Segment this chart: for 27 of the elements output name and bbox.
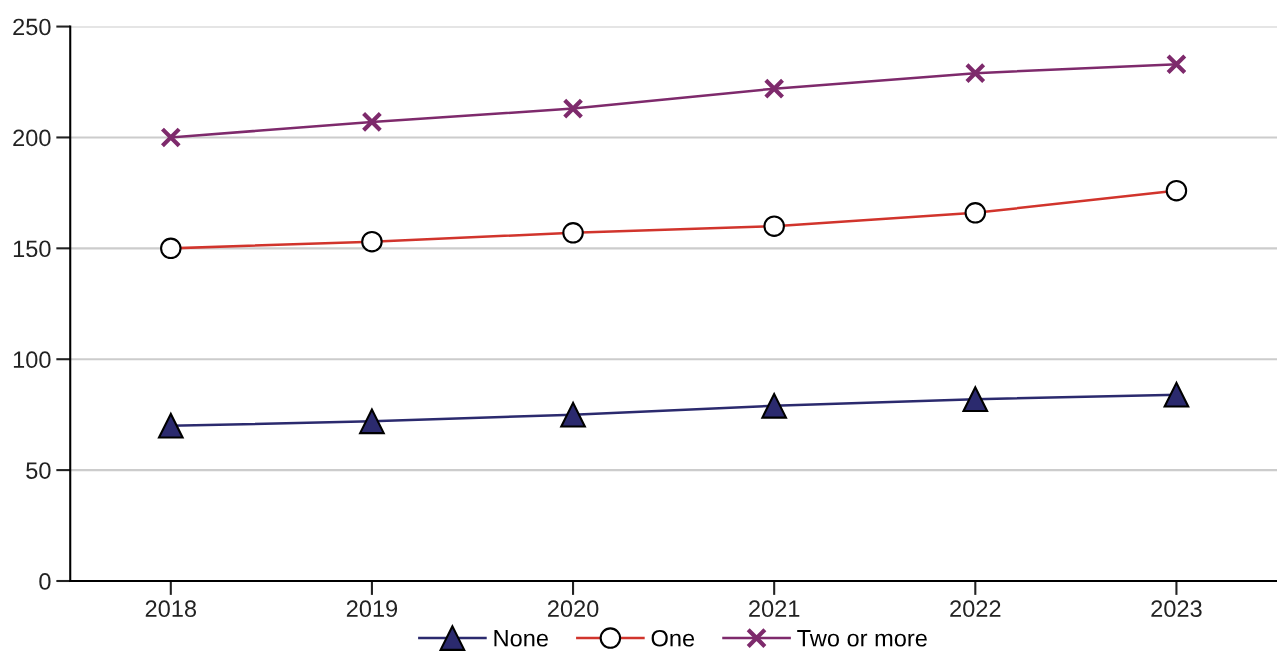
x-tick-label: 2019 — [346, 600, 398, 618]
point — [359, 408, 385, 435]
legend-label: None — [494, 630, 548, 647]
y-tick-label: 100 — [13, 351, 51, 369]
point — [964, 62, 986, 84]
x-tick-label: 2023 — [1151, 600, 1202, 618]
point — [763, 78, 785, 100]
x-tick-label: 2021 — [749, 600, 800, 618]
y-tick-label: 150 — [13, 240, 51, 258]
point — [1166, 53, 1187, 75]
point — [157, 412, 184, 439]
point — [761, 392, 788, 419]
y-tick-label: 0 — [39, 573, 51, 590]
y-tick-label: 50 — [26, 462, 51, 479]
x-tick-label: 2018 — [145, 600, 197, 618]
x-tick-label: 2020 — [547, 600, 599, 618]
point — [562, 98, 584, 120]
point — [962, 386, 989, 412]
legend-label: Two or more — [797, 630, 927, 647]
point — [160, 127, 182, 148]
y-tick-label: 250 — [13, 18, 51, 36]
legend-label: One — [651, 629, 695, 647]
x-tick-label: 2022 — [950, 600, 1001, 618]
point — [560, 401, 586, 428]
y-tick-label: 200 — [13, 129, 51, 147]
point — [361, 111, 383, 133]
point — [1163, 381, 1190, 408]
